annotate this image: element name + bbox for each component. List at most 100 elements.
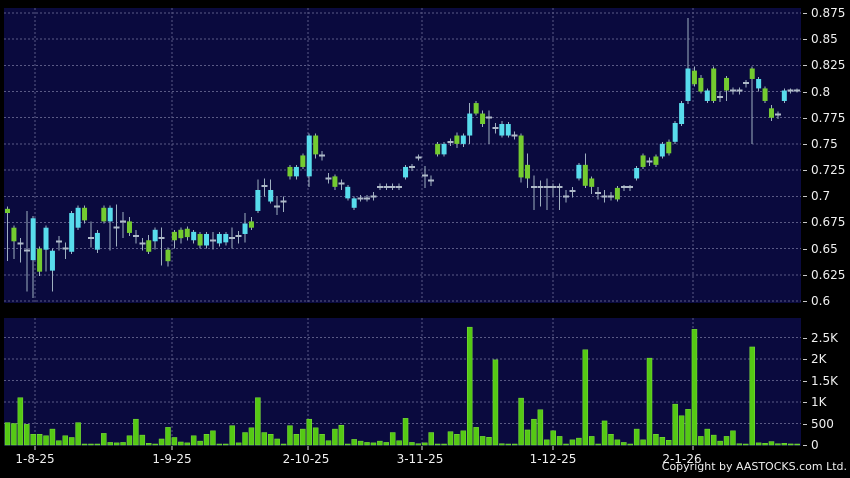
volume-bar — [190, 435, 197, 446]
volume-bar — [499, 443, 505, 446]
volume-axis-label: 1.5K — [803, 374, 838, 388]
axis-tick-label: 0.75 — [811, 136, 838, 151]
candle-down — [126, 221, 132, 233]
price-axis-label: 0.775 — [803, 111, 845, 125]
volume-bar — [556, 436, 563, 446]
volume-bar — [319, 434, 325, 446]
volume-bar — [267, 434, 274, 446]
date-axis-label: 1-8-25 — [15, 452, 55, 466]
candle-up — [781, 90, 787, 101]
axis-tick-label: 0.825 — [811, 58, 846, 73]
volume-bar — [255, 397, 261, 446]
volume-bar — [710, 434, 717, 446]
volume-bar — [210, 430, 216, 446]
candle-down — [518, 135, 524, 178]
volume-bar — [75, 422, 81, 446]
candle-down — [165, 249, 171, 262]
candle-down — [248, 221, 254, 228]
volume-bar — [396, 440, 402, 446]
axis-tick-mark — [803, 337, 807, 339]
volume-bar — [165, 427, 171, 446]
axis-tick-label: 0.8 — [811, 84, 831, 99]
candle-up — [704, 90, 710, 101]
candle-up — [107, 207, 113, 222]
date-axis-label: 1-9-25 — [152, 452, 192, 466]
volume-bar — [11, 423, 17, 446]
axis-tick-mark — [803, 13, 807, 14]
date-axis-label: 2-10-25 — [282, 452, 330, 466]
volume-bar — [563, 443, 569, 446]
volume-bar — [736, 443, 743, 446]
volume-bar — [280, 443, 287, 446]
volume-bar — [633, 428, 640, 446]
volume-bar — [698, 436, 704, 446]
volume-axis-label: 1K — [803, 395, 827, 409]
volume-bar — [762, 443, 768, 446]
candle-down — [666, 141, 672, 154]
volume-bar — [223, 443, 229, 446]
volume-bar — [653, 434, 659, 446]
candle-down — [146, 240, 152, 252]
volume-bar — [287, 425, 293, 446]
candle-up — [634, 167, 640, 179]
volume-bar — [524, 429, 531, 446]
volume-bar — [646, 357, 653, 446]
candle-up — [191, 231, 197, 241]
volume-bar — [383, 442, 390, 446]
price-axis-label: 0.825 — [803, 58, 845, 72]
volume-bar — [666, 440, 672, 446]
volume-axis-label: 2K — [803, 352, 827, 366]
volume-bar — [460, 430, 467, 446]
candle-down — [473, 103, 479, 114]
volume-bar — [531, 418, 537, 446]
price-axis-label: 0.6 — [803, 294, 830, 308]
candle-up — [460, 135, 466, 144]
candle-up — [345, 186, 351, 199]
volume-bar — [145, 443, 152, 446]
volume-bar — [518, 397, 524, 446]
candle-up — [223, 233, 229, 243]
candle-up — [467, 113, 473, 136]
volume-bar — [749, 346, 755, 446]
axis-tick-mark — [803, 117, 807, 119]
volume-bar — [550, 430, 556, 446]
candle-down — [300, 155, 306, 167]
volume-bar — [505, 443, 512, 446]
candle-down — [11, 227, 17, 242]
volume-bar — [621, 442, 627, 446]
candle-up — [576, 164, 582, 179]
volume-bar — [672, 403, 678, 446]
price-axis-label: 0.675 — [803, 215, 845, 229]
price-axis-label: 0.725 — [803, 163, 845, 177]
volume-bar — [434, 443, 441, 446]
volume-bar — [197, 440, 203, 446]
axis-tick-mark — [803, 274, 807, 276]
axis-tick-mark — [803, 65, 807, 67]
volume-bar — [402, 418, 409, 446]
volume-bar — [479, 436, 486, 446]
volume-bar — [107, 442, 113, 446]
candle-up — [94, 232, 100, 250]
candle-down — [653, 156, 659, 165]
candle-up — [268, 189, 274, 202]
volume-bar — [409, 442, 415, 446]
volume-bar — [582, 349, 589, 446]
candle-up — [756, 78, 762, 89]
volume-bar — [717, 440, 723, 446]
volume-bar — [685, 409, 691, 446]
date-axis-label: 1-12-25 — [529, 452, 577, 466]
axis-tick-label: 0.6 — [811, 294, 831, 308]
candle-down — [454, 135, 460, 144]
candle-up — [255, 189, 261, 211]
volume-bar — [261, 432, 268, 446]
candle-up — [204, 233, 210, 246]
axis-tick-mark — [803, 170, 807, 172]
candle-down — [640, 155, 646, 167]
axis-tick-label: 0.85 — [811, 32, 838, 47]
axis-tick-label: 0.675 — [811, 215, 846, 230]
candle-down — [197, 233, 203, 246]
volume-bar — [242, 432, 248, 446]
axis-tick-label: 500 — [811, 416, 834, 431]
volume-bar — [293, 434, 300, 446]
